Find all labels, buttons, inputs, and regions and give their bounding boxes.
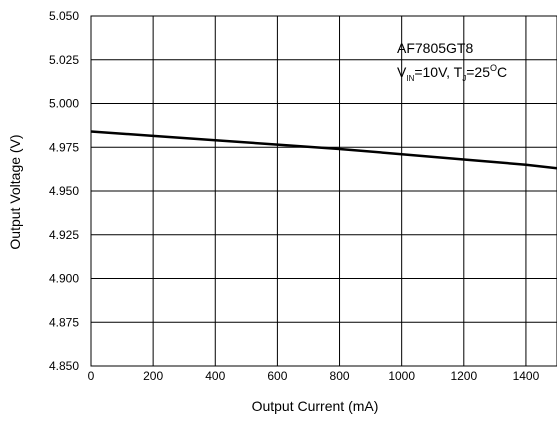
x-tick-label: 1200 bbox=[450, 369, 477, 383]
y-tick-label: 4.900 bbox=[49, 272, 79, 286]
x-tick-label: 800 bbox=[330, 369, 350, 383]
part-number-label: AF7805GT8 bbox=[397, 40, 473, 56]
test-conditions-label: VIN=10V, TJ=25OC bbox=[397, 63, 507, 83]
x-tick-label: 0 bbox=[88, 369, 95, 383]
y-tick-label: 4.925 bbox=[49, 228, 79, 242]
x-tick-label: 200 bbox=[143, 369, 163, 383]
x-axis-label: Output Current (mA) bbox=[252, 398, 379, 414]
y-tick-label: 5.000 bbox=[49, 97, 79, 111]
x-tick-label: 400 bbox=[205, 369, 225, 383]
y-tick-label: 4.850 bbox=[49, 359, 79, 373]
x-tick-labels: 0 200 400 600 800 1000 1200 1400 bbox=[88, 369, 540, 383]
y-tick-label: 5.050 bbox=[49, 9, 79, 23]
y-axis-label: Output Voltage (V) bbox=[7, 134, 23, 249]
y-tick-label: 4.975 bbox=[49, 140, 79, 154]
annotation: AF7805GT8 VIN=10V, TJ=25OC bbox=[397, 40, 507, 83]
x-tick-label: 600 bbox=[267, 369, 287, 383]
series-line-0 bbox=[90, 130, 557, 170]
x-tick-label: 1400 bbox=[513, 369, 540, 383]
y-tick-labels: 4.850 4.875 4.900 4.925 4.950 4.975 5.000 5.025… bbox=[49, 9, 79, 373]
y-tick-label: 4.950 bbox=[49, 184, 79, 198]
plot-frame bbox=[90, 15, 557, 367]
x-tick-label: 1000 bbox=[388, 369, 415, 383]
y-tick-label: 4.875 bbox=[49, 315, 79, 329]
y-tick-label: 5.025 bbox=[49, 53, 79, 67]
series-layer bbox=[90, 130, 557, 170]
